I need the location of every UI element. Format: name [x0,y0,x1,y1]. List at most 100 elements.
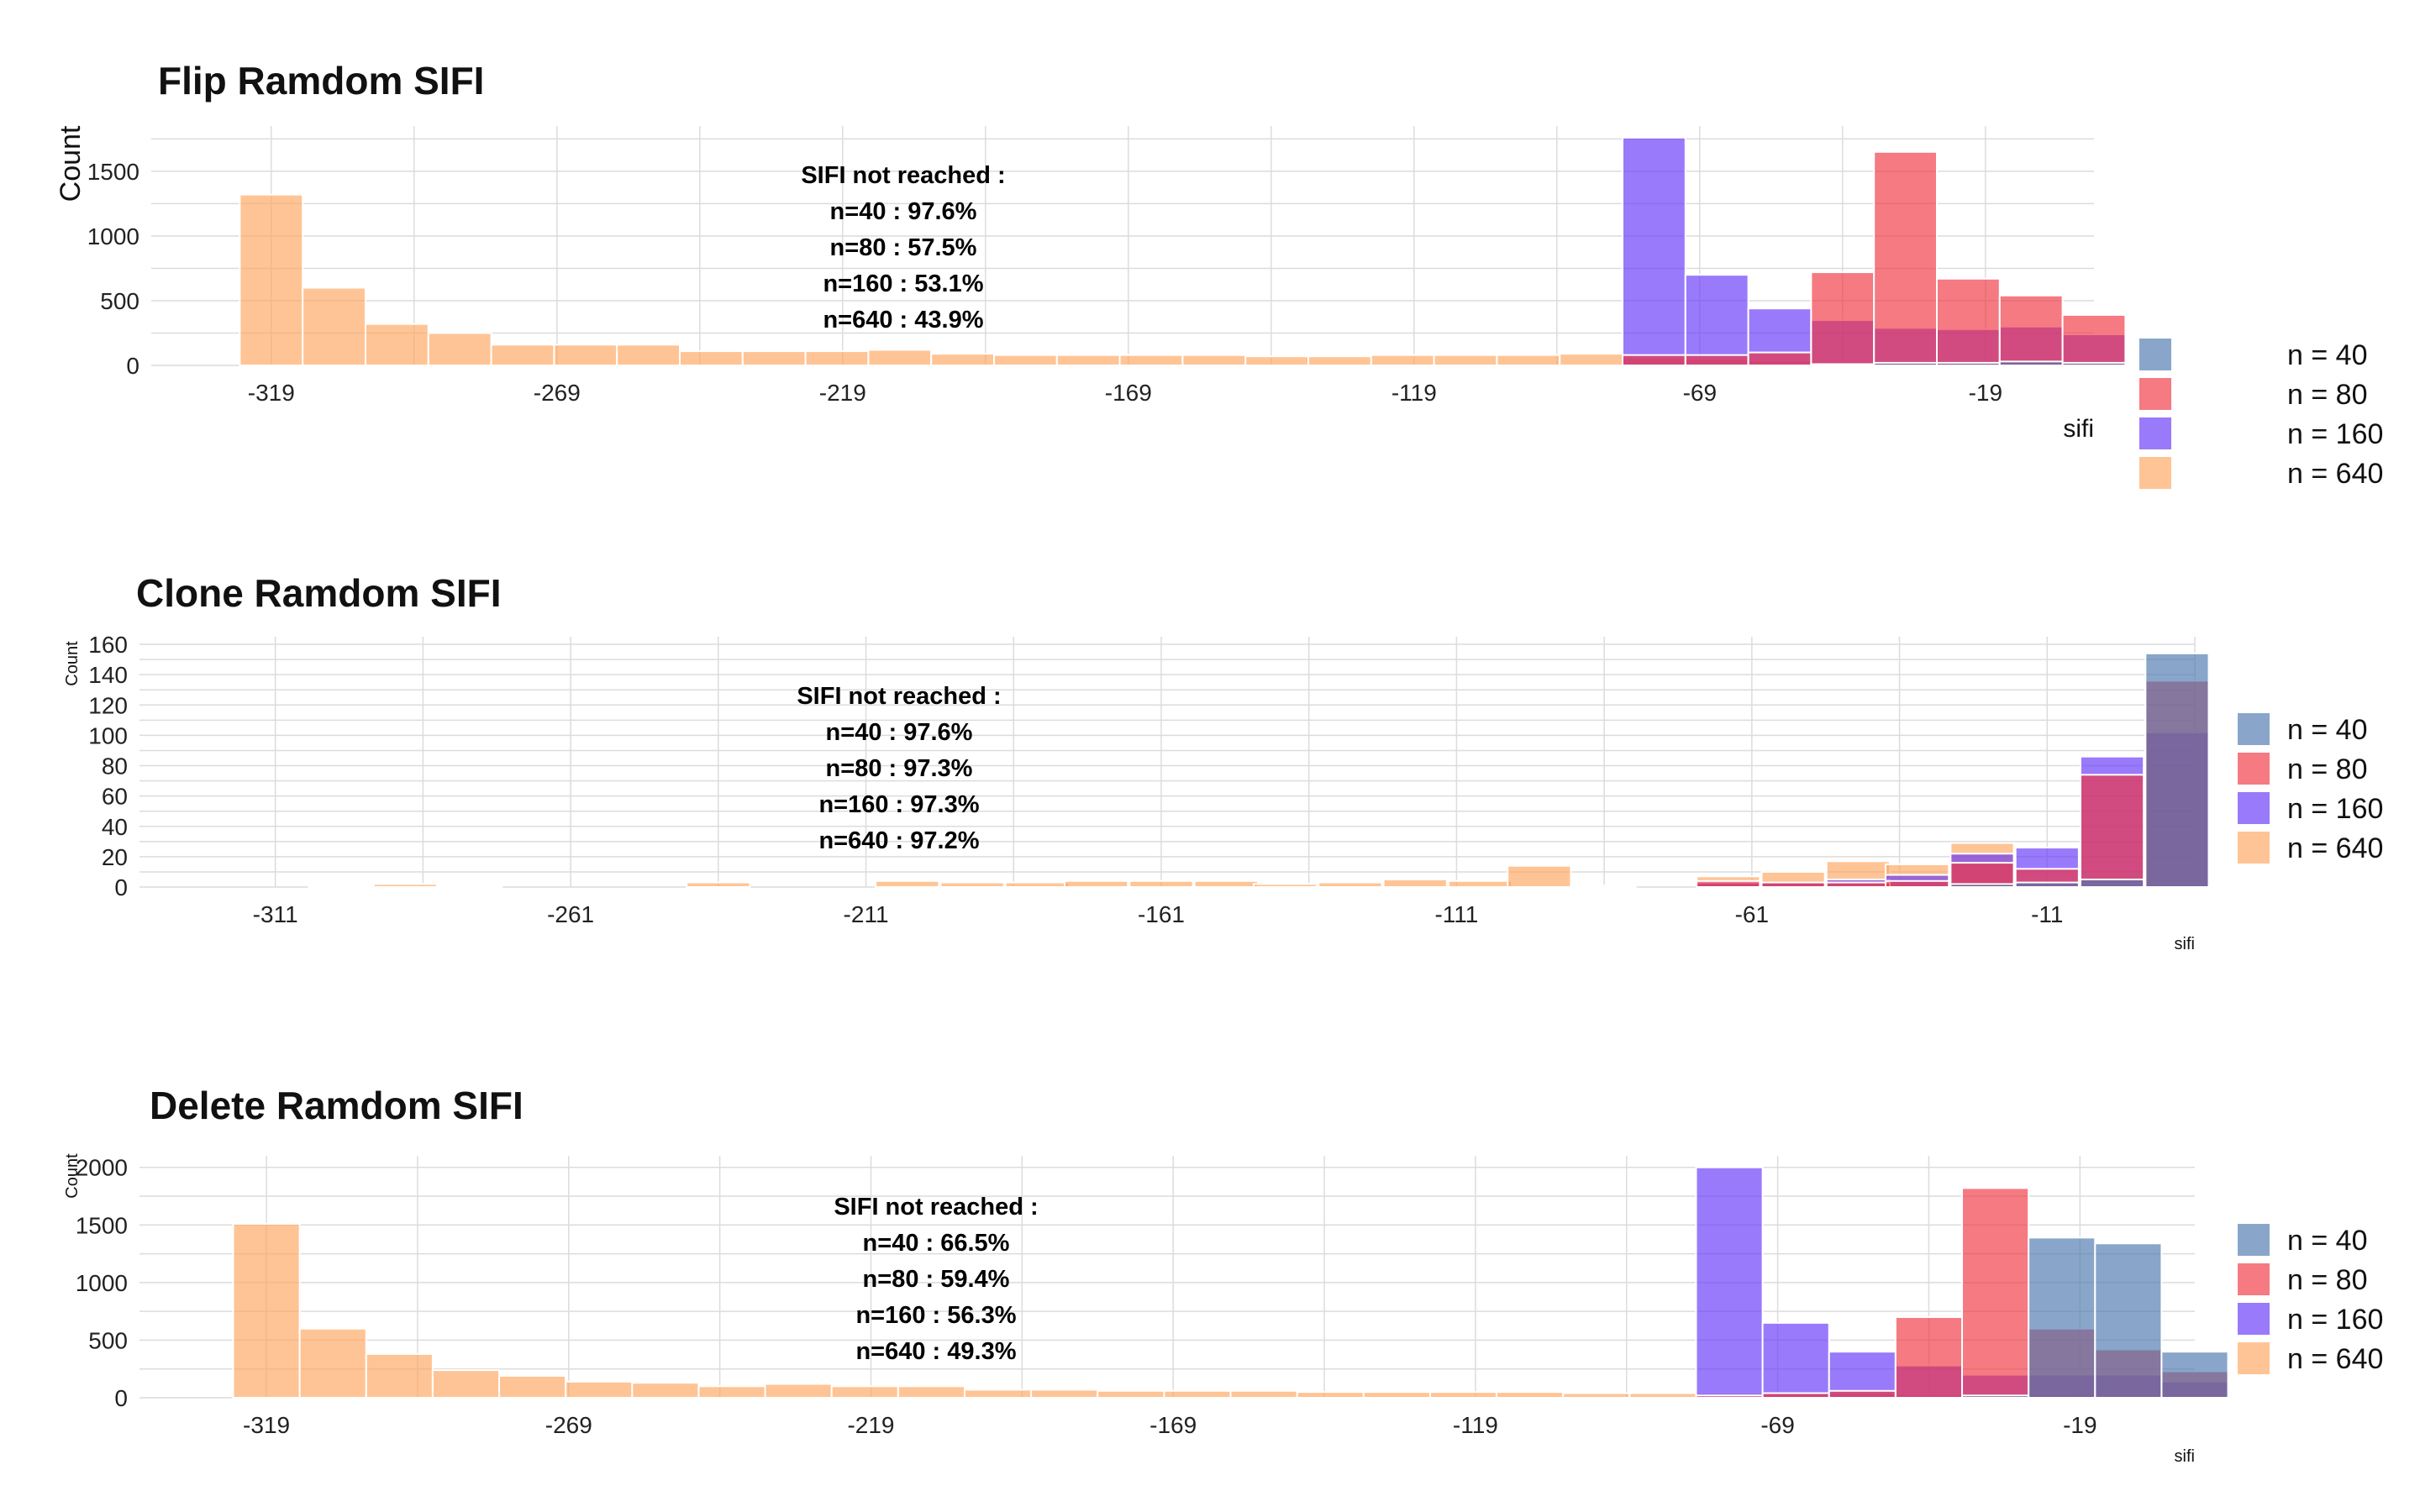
bar-n80 [1760,881,1826,888]
x-tick-label: -69 [1683,380,1717,406]
bar-n640 [875,879,940,888]
x-tick-label: -169 [1105,380,1152,406]
x-tick-label: -269 [534,380,581,406]
bar-n80 [1873,150,1938,366]
y-tick-label: 1500 [76,1212,128,1238]
legend-label: n = 160 [2287,1304,2383,1336]
legend-swatch-n40 [2138,337,2173,372]
y-tick-label: 500 [100,288,139,314]
x-axis-label: sifi [2063,415,2094,443]
bar-n640 [1318,881,1383,888]
legend-swatch-n160 [2236,790,2271,826]
bar-n640 [741,350,807,366]
x-tick-label: -261 [547,901,594,927]
legend-label: n = 80 [2287,379,2367,411]
bar-n80 [1696,879,1761,888]
bar-n640 [1128,879,1194,888]
chart-panel-3: 0 500 1000 1500 2000 -319 -269 -219 -169 -119 -69 -… [63,1084,2383,1466]
bar-n640 [804,350,870,366]
x-tick-label: -219 [847,1412,894,1438]
bar-n160 [1684,274,1749,367]
bar-n640 [498,1374,567,1399]
x-tick-label: -219 [819,380,866,406]
bar-n640 [565,1380,634,1399]
bar-n40 [2028,1236,2096,1399]
bar-n40 [1873,361,1938,366]
bar-n80 [1825,881,1891,888]
bar-n640 [993,354,1058,367]
bar-n640 [1030,1389,1099,1399]
y-tick-label: 60 [102,784,128,810]
legend-label: n = 40 [2287,1225,2367,1257]
bar-n640 [1307,355,1372,367]
legend-swatch-n40 [2236,1222,2271,1257]
x-tick-label: -169 [1150,1412,1197,1438]
bar-n640 [1496,1391,1565,1399]
bar-n80 [1622,354,1686,367]
legend-label: n = 640 [2287,832,2383,864]
bar-n640 [897,1385,965,1399]
bar-n640 [867,349,933,367]
x-tick-label: -69 [1760,1412,1794,1438]
bar-n160 [1695,1166,1764,1399]
bar-n40 [2144,652,2210,888]
bar-n80 [1684,354,1749,367]
bar-n160 [1761,1321,1830,1399]
bar-n640 [1628,1392,1697,1399]
y-tick-label: 100 [88,722,128,748]
annotation-line: SIFI not reached : [801,162,1005,189]
annotation-line: SIFI not reached : [834,1194,1038,1221]
legend-label: n = 40 [2287,339,2367,371]
x-tick-label: -311 [253,901,298,927]
bar-n40 [1936,361,2001,366]
chart-title: Delete Ramdom SIFI [150,1084,523,1127]
y-axis-label: Count [63,1153,82,1199]
y-tick-label: 20 [102,844,128,870]
bar-n640 [553,344,618,366]
bar-n80 [1885,879,1950,888]
legend-swatch-n80 [2236,1262,2271,1297]
annotation-line: SIFI not reached : [797,683,1001,710]
bar-n40 [2061,361,2127,366]
annotation-line: n=160 : 97.3% [818,791,979,818]
legend-label: n = 160 [2287,418,2383,450]
x-tick-label: -19 [2063,1412,2096,1438]
x-tick-label: -161 [1138,901,1185,927]
bar-n640 [697,1385,766,1399]
y-tick-label: 80 [102,753,128,780]
bar-n640 [490,344,555,366]
y-tick-label: 140 [88,662,128,688]
bar-n640 [427,332,492,366]
legend-swatch-n80 [2138,376,2173,412]
y-tick-label: 1000 [76,1270,128,1296]
annotation-line: n=640 : 49.3% [855,1338,1016,1365]
bar-n640 [1097,1389,1165,1399]
y-axis-label: Count [63,641,82,686]
bar-n640 [232,1222,301,1399]
bar-n640 [438,885,503,889]
y-tick-label: 2000 [76,1155,128,1181]
legend-label: n = 40 [2287,714,2367,746]
bar-n640 [963,1389,1033,1399]
bar-n40 [1961,1394,2030,1399]
bar-n640 [1507,864,1572,889]
bar-n80 [1695,1394,1764,1399]
bar-n640 [1559,353,1623,366]
x-tick-label: -111 [1434,901,1478,927]
bar-n640 [365,1352,434,1399]
annotation-line: n=160 : 56.3% [855,1302,1016,1329]
y-tick-label: 500 [88,1327,128,1353]
bar-n640 [616,344,681,366]
bar-n640 [1118,354,1184,367]
x-tick-label: -119 [1453,1412,1498,1438]
bar-n80 [1761,1392,1830,1399]
bar-n640 [1296,1391,1365,1399]
y-tick-label: 40 [102,814,128,840]
bar-n640 [302,286,367,366]
bar-n40 [2094,1242,2163,1399]
legend-swatch-n40 [2236,711,2271,747]
y-tick-label: 1000 [87,223,139,249]
annotation-line: n=160 : 53.1% [823,270,983,297]
bar-n640 [1229,1389,1298,1399]
